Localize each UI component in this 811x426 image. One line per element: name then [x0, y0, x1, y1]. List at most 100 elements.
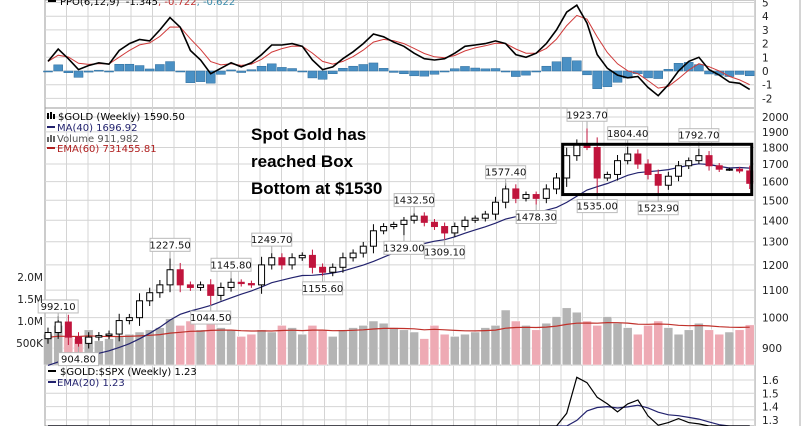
volume-bar — [155, 327, 165, 366]
ema-legend-swatch — [47, 147, 55, 149]
price-tick-label: 1800 — [762, 143, 789, 155]
candle-body — [441, 226, 449, 234]
volume-bar — [541, 322, 552, 366]
ppo-histogram-bar — [348, 65, 358, 72]
ma-legend-swatch — [47, 126, 55, 128]
candle-body — [573, 143, 581, 157]
candle-body — [634, 153, 642, 165]
volume-bar — [500, 309, 511, 366]
ppo-tick-label: 1 — [762, 52, 769, 64]
volume-bar — [338, 329, 348, 366]
ppo-histogram-bar — [185, 70, 196, 83]
annotation-label-box — [393, 193, 435, 208]
volume-bar — [734, 329, 745, 366]
volume-bar — [409, 331, 419, 366]
volume-tick-label: 1.5M — [17, 294, 43, 306]
ppo-histogram-bar — [470, 67, 480, 72]
candle-body — [156, 284, 164, 294]
candle-body — [522, 194, 530, 199]
candle-body — [725, 168, 733, 171]
candle-body — [247, 283, 255, 286]
candle-body — [258, 264, 266, 286]
volume-bar — [592, 325, 602, 366]
ppo-histogram-bar — [287, 68, 297, 72]
price-annotation: 1523.90 — [638, 195, 679, 216]
price-annotation: 1792.70 — [678, 128, 720, 149]
ppo-tick-label: -1 — [762, 80, 772, 92]
ratio-ema-legend-swatch — [48, 381, 56, 383]
axes: 54 3 21 0 -1-2 2000 1900 1800 1700 1600 1500 1400 13… — [16, 0, 789, 426]
price-tick-label: 900 — [762, 343, 782, 355]
volume-bar — [358, 325, 369, 366]
candle-body — [715, 165, 723, 170]
volume-bar — [307, 325, 318, 366]
annotation-label: 1478.30 — [515, 213, 556, 224]
annotation-label-box — [251, 232, 293, 247]
volume-bar — [704, 329, 714, 366]
volume-bar — [470, 331, 480, 366]
volume-bar — [673, 333, 684, 366]
annotation-note-line-2: reached Box — [251, 152, 354, 171]
annotation-label: 1227.50 — [149, 240, 190, 251]
candle-body — [685, 160, 693, 167]
ratio-line — [48, 376, 750, 426]
volume-bar — [165, 318, 175, 366]
volume-bar — [134, 331, 145, 366]
annotation-label: 1329.00 — [383, 243, 424, 254]
candle-body — [664, 175, 672, 186]
volume-bar — [328, 336, 338, 366]
candle-body — [420, 215, 428, 223]
annotation-label-box — [302, 281, 344, 296]
volume-bar — [612, 322, 623, 366]
annotation-label: 1309.10 — [424, 248, 465, 259]
volume-legend: Volume 911,982 — [57, 134, 139, 145]
candle-body — [95, 335, 103, 338]
candle-body — [461, 219, 469, 228]
candle-body — [64, 321, 72, 338]
candle-body — [593, 147, 601, 179]
ppo-histogram-bar — [175, 70, 185, 73]
ppo-legend-text: PPO(6,12,9) -1.345, -0.722, -0.622 — [60, 0, 235, 8]
ppo-histogram-bar — [297, 70, 307, 73]
ppo-histogram-bar — [653, 70, 663, 79]
ppo-histogram-bar — [134, 65, 145, 72]
ppo-histogram-bar — [144, 68, 155, 72]
candle-body — [115, 320, 123, 335]
volume-tick-label: 2.0M — [17, 272, 43, 284]
ppo-panel — [43, 4, 755, 97]
volume-bar — [277, 325, 287, 366]
ppo-tick-label: 3 — [762, 25, 769, 37]
ppo-tick-label: 2 — [762, 39, 769, 51]
candle-body — [227, 281, 235, 288]
volume-bar — [531, 329, 541, 366]
ppo-histogram-bar — [663, 69, 674, 72]
candle-body — [75, 336, 83, 344]
price-annotation: 1227.50 — [149, 237, 191, 259]
candle-body — [278, 257, 286, 266]
ratio-tick-label: 1.6 — [762, 375, 779, 387]
ppo-tick-label: 4 — [762, 11, 769, 23]
candle-body — [410, 215, 418, 221]
volume-ema-line — [47, 321, 750, 338]
volume-bar — [205, 322, 216, 366]
ppo-histogram-bar — [266, 63, 277, 72]
annotation-label: 1804.40 — [607, 129, 648, 140]
candle-body — [329, 266, 337, 273]
volume-bar — [653, 320, 663, 366]
volume-bar — [216, 327, 226, 366]
price-annotation: 1432.50 — [393, 193, 435, 214]
candle-body — [369, 230, 377, 247]
price-annotation: 1478.30 — [515, 204, 557, 225]
candle-body — [207, 284, 215, 296]
ppo-histogram-bar — [582, 70, 592, 76]
ratio-legend-swatch — [48, 370, 56, 372]
annotation-label-box — [383, 240, 425, 255]
ppo-histogram-bar — [104, 70, 114, 73]
candle-body — [603, 173, 611, 179]
candle-body — [502, 188, 510, 203]
ppo-histogram-bar — [480, 68, 491, 72]
candle-body — [553, 177, 560, 190]
ppo-histogram-bar — [541, 65, 552, 72]
price-tick-label: 1500 — [762, 195, 789, 207]
